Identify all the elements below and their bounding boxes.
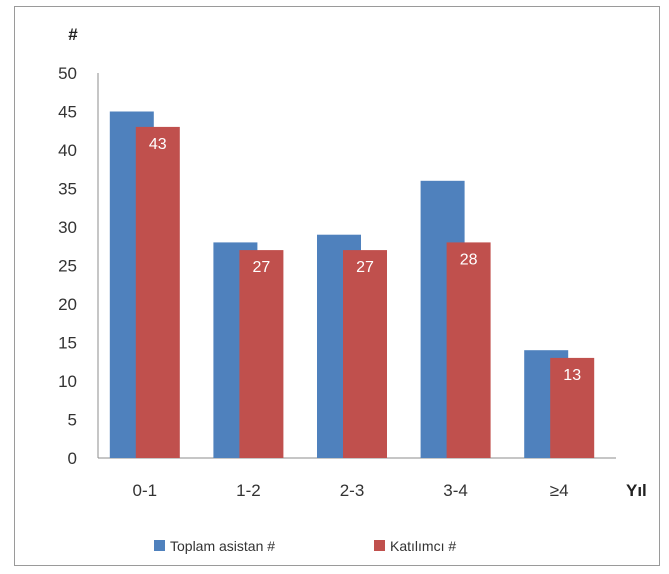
y-tick-label: 50 bbox=[58, 64, 77, 83]
y-tick-label: 10 bbox=[58, 372, 77, 391]
x-axis-title: Yıl bbox=[626, 481, 647, 500]
y-tick-label: 15 bbox=[58, 334, 77, 353]
y-tick-label: 20 bbox=[58, 295, 77, 314]
y-tick-label: 45 bbox=[58, 103, 77, 122]
legend-label: Katılımcı # bbox=[390, 538, 456, 554]
data-label: 13 bbox=[563, 367, 581, 384]
bar-katilimci-3-4 bbox=[446, 242, 491, 458]
y-tick-label: 35 bbox=[58, 180, 77, 199]
bars-group: 43 27 27 28 13 bbox=[109, 111, 595, 459]
y-tick-label: 0 bbox=[68, 449, 77, 468]
bar-katilimci-0-1 bbox=[135, 126, 180, 459]
x-tick-label: ≥4 bbox=[550, 481, 569, 500]
bar-katilimci-≥4 bbox=[550, 357, 595, 458]
y-tick-label: 40 bbox=[58, 141, 77, 160]
x-tick-label: 0-1 bbox=[133, 481, 158, 500]
bar-katilimci-2-3 bbox=[343, 250, 387, 458]
legend: Toplam asistan # Katılımcı # bbox=[154, 538, 456, 554]
legend-swatch bbox=[374, 540, 385, 551]
y-tick-label: 25 bbox=[58, 257, 77, 276]
x-tick-label: 1-2 bbox=[236, 481, 261, 500]
data-label: 27 bbox=[356, 259, 374, 276]
y-axis-title: # bbox=[68, 25, 78, 44]
legend-label: Toplam asistan # bbox=[170, 538, 275, 554]
y-tick-labels: 0 5 10 15 20 25 30 35 40 45 50 bbox=[58, 64, 77, 468]
x-tick-label: 2-3 bbox=[340, 481, 365, 500]
x-tick-label: 3-4 bbox=[443, 481, 468, 500]
data-label: 28 bbox=[460, 251, 478, 268]
y-tick-label: 30 bbox=[58, 218, 77, 237]
data-label: 27 bbox=[253, 259, 271, 276]
legend-swatch bbox=[154, 540, 165, 551]
bar-katilimci-1-2 bbox=[239, 250, 284, 458]
x-tick-labels: 0-1 1-2 2-3 3-4 ≥4 bbox=[133, 481, 569, 500]
y-tick-label: 5 bbox=[68, 411, 77, 430]
data-label: 43 bbox=[149, 136, 167, 153]
